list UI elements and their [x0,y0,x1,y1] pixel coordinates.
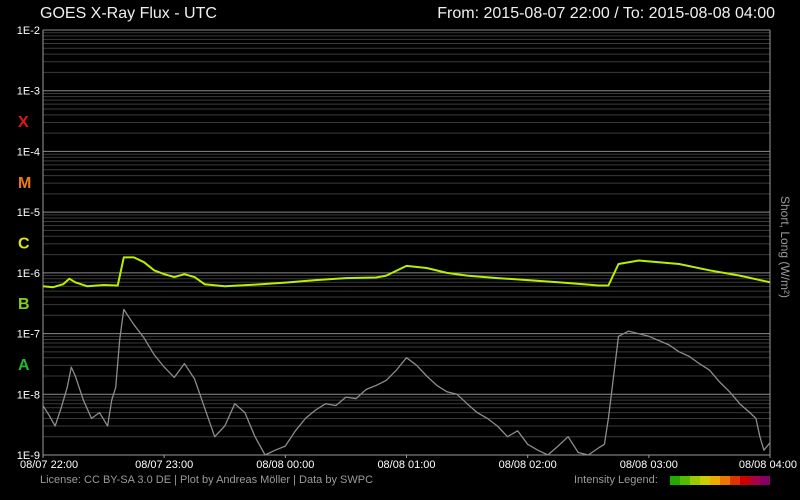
x-tick-label: 08/08 03:00 [620,459,678,471]
y-tick-label: 1E-7 [17,329,40,341]
intensity-swatch [759,476,770,485]
x-tick-label: 08/08 01:00 [377,459,435,471]
flare-class-m: M [18,175,31,192]
intensity-swatch [699,476,710,485]
y-axis-label: Short, Long (W/m²) [778,195,792,299]
x-tick-label: 08/08 02:00 [499,459,557,471]
intensity-swatch [709,476,720,485]
flare-class-a: A [18,357,30,374]
series-line-long [42,256,771,289]
y-tick-label: 1E-5 [17,207,40,219]
intensity-swatch [749,476,760,485]
x-tick-label: 08/08 04:00 [739,459,797,471]
flare-class-x: X [18,114,29,131]
time-range: From: 2015-08-07 22:00 / To: 2015-08-08 … [437,5,775,22]
chart-title: GOES X-Ray Flux - UTC [40,5,217,22]
x-tick-label: 08/08 00:00 [256,459,314,471]
credits-footer: License: CC BY-SA 3.0 DE | Plot by Andre… [40,474,374,486]
y-tick-label: 1E-4 [17,146,40,158]
x-tick-label: 08/07 23:00 [135,459,193,471]
intensity-legend-swatches [669,475,770,485]
flare-class-c: C [18,236,30,253]
intensity-swatch [679,476,690,485]
intensity-swatch [719,476,730,485]
y-tick-label: 1E-3 [17,86,40,98]
y-tick-label: 1E-6 [17,268,40,280]
intensity-swatch [729,476,740,485]
flare-class-b: B [18,296,30,313]
intensity-legend: Intensity Legend: [574,474,770,486]
series-line-short [42,308,771,456]
intensity-swatch [689,476,700,485]
intensity-legend-label: Intensity Legend: [574,474,658,486]
intensity-swatch [739,476,750,485]
y-tick-label: 1E-2 [17,25,40,37]
x-tick-label: 08/07 22:00 [20,459,78,471]
y-tick-label: 1E-8 [17,389,40,401]
intensity-swatch [669,476,680,485]
y-tick-label: 1E-9 [17,450,40,462]
